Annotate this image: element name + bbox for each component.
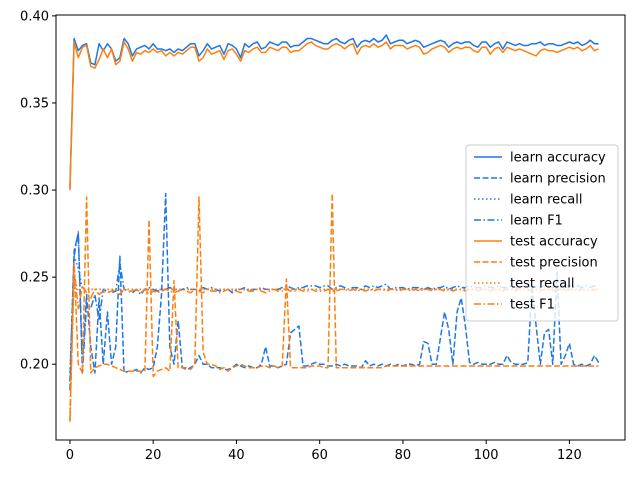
x-tick-label: 40 — [228, 448, 245, 463]
y-tick-label: 0.30 — [20, 184, 49, 199]
x-tick-label: 100 — [474, 448, 499, 463]
legend-label-test-f1: test F1 — [510, 298, 555, 313]
legend-label-learn-f1: learn F1 — [510, 214, 563, 229]
legend-label-test-precision: test precision — [510, 256, 598, 271]
y-tick-label: 0.40 — [20, 9, 49, 24]
legend: learn accuracy learn precision learn recal… — [465, 144, 619, 322]
legend-label-learn-precision: learn precision — [510, 172, 606, 187]
series-line-test-precision — [69, 192, 599, 422]
y-tick-label: 0.35 — [20, 96, 49, 111]
legend-label-learn-accuracy: learn accuracy — [510, 151, 606, 166]
x-tick-label: 20 — [145, 448, 162, 463]
legend-box — [465, 144, 619, 322]
y-tick-label: 0.20 — [20, 358, 49, 373]
x-tick-label: 0 — [66, 448, 74, 463]
y-axis: 0.20 0.25 0.30 0.35 0.40 — [20, 9, 56, 373]
legend-label-test-recall: test recall — [510, 277, 575, 292]
series-line-learn-accuracy — [69, 34, 599, 189]
series-line-learn-precision — [69, 192, 600, 382]
x-axis: 0 20 40 60 80 100 120 — [66, 440, 582, 463]
y-tick-label: 0.25 — [20, 271, 49, 286]
plot-frame — [55, 14, 626, 441]
x-tick-label: 60 — [311, 448, 328, 463]
x-tick-label: 80 — [395, 448, 412, 463]
x-tick-label: 120 — [557, 448, 582, 463]
legend-label-test-accuracy: test accuracy — [510, 235, 598, 250]
series-line-test-accuracy — [69, 41, 599, 191]
legend-label-learn-recall: learn recall — [510, 193, 582, 208]
